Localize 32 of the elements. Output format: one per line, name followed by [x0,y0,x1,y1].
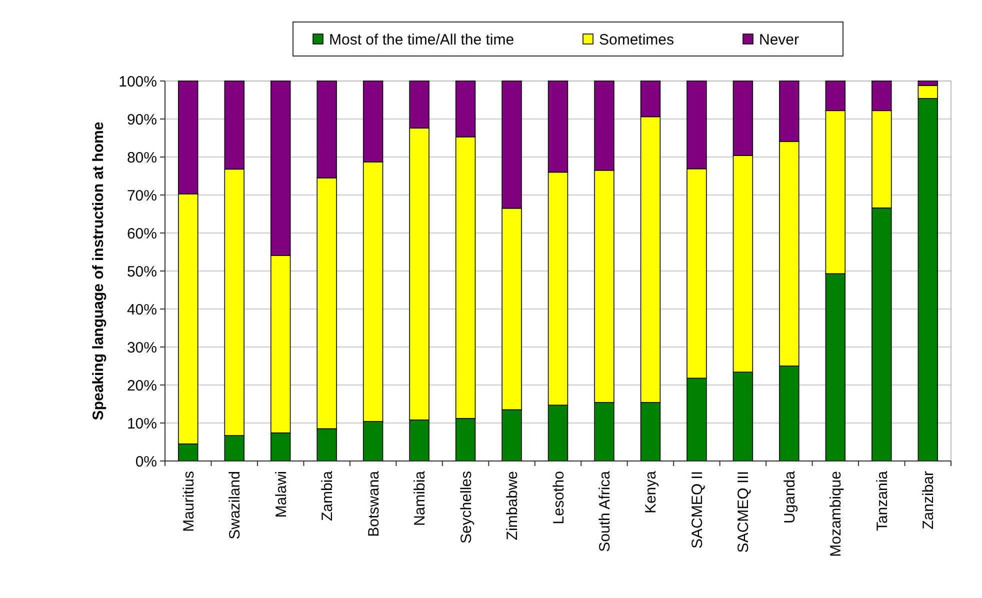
legend-label: Never [759,31,800,48]
x-tick-label: Uganda [781,470,798,524]
y-tick-label: 100% [118,73,157,90]
x-tick-label: Malawi [272,471,290,518]
x-tick-label: Lesotho [550,471,568,524]
x-tick-label: Mozambique [828,471,845,557]
x-tick-label: Tanzania [874,470,891,532]
legend-label: Most of the time/All the time [329,31,514,48]
y-tick-label: 40% [126,301,157,318]
y-tick-label: 10% [126,415,157,432]
y-tick-label: 50% [126,263,157,280]
y-tick-label: 90% [126,111,157,128]
x-tick-label: SACMEQ III [735,471,752,553]
x-tick-label: Zanzibar [920,470,938,530]
x-tick-label: Zimbabwe [504,471,522,540]
x-tick-label: Kenya [642,470,660,514]
x-tick-label: SACMEQ II [688,471,706,549]
x-tick-label: Zambia [319,470,336,522]
y-tick-label: 30% [126,339,157,356]
y-tick-label: 70% [126,187,157,204]
y-tick-label: 0% [135,453,157,470]
x-tick-label: Swaziland [226,471,244,540]
x-tick-label: South Africa [596,470,614,552]
y-axis-title: Speaking language of instruction at home [90,122,107,420]
x-tick-label: Namibia [412,470,429,526]
y-tick-label: 20% [126,377,157,394]
x-tick-label: Mauritius [180,471,198,532]
x-tick-label: Botswana [365,470,382,537]
x-tick-label: Seychelles [458,471,475,544]
legend-label: Sometimes [599,31,674,48]
y-tick-label: 80% [126,149,157,166]
y-tick-label: 60% [126,225,157,242]
